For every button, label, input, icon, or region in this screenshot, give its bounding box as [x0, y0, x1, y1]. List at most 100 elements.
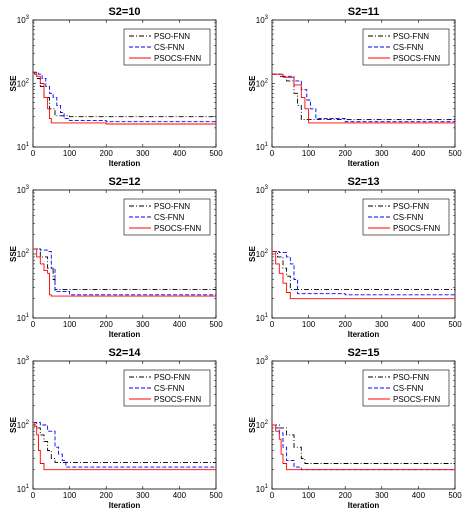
x-tick-label: 500 — [209, 149, 223, 158]
x-tick-label: 0 — [270, 149, 275, 158]
x-tick-label: 200 — [339, 491, 353, 500]
y-tick-label: 101 — [256, 484, 269, 494]
x-tick-label: 200 — [100, 491, 114, 500]
y-tick-exponent: 2 — [26, 249, 30, 255]
legend-label: CS-FNN — [154, 43, 184, 52]
x-axis-label: Iteration — [109, 159, 141, 168]
legend: PSO-FNN CS-FNN PSOCS-FNN — [362, 28, 450, 66]
legend-label: PSOCS-FNN — [154, 54, 201, 63]
y-tick-base: 10 — [17, 186, 26, 195]
chart-title: S2=12 — [108, 176, 140, 188]
y-tick-label: 103 — [256, 356, 269, 366]
x-tick-label: 0 — [31, 320, 36, 329]
x-tick-label: 500 — [448, 149, 462, 158]
legend-label: PSOCS-FNN — [393, 54, 440, 63]
series-line-cs-fnn — [33, 248, 217, 297]
x-tick-label: 0 — [270, 320, 275, 329]
y-tick-base: 10 — [17, 421, 26, 430]
x-tick-label: 300 — [375, 149, 389, 158]
y-tick-exponent: 2 — [265, 79, 269, 85]
chart-title: S2=14 — [108, 347, 141, 359]
x-tick-label: 500 — [209, 320, 223, 329]
x-tick-label: 0 — [270, 491, 275, 500]
y-tick-exponent: 2 — [265, 249, 269, 255]
chart-panel-3: S2=120 100 200 300 400 500101102103IterationS… — [9, 176, 223, 339]
series-line-psocs-fnn — [33, 248, 216, 297]
y-tick-exponent: 1 — [26, 313, 30, 319]
x-tick-label: 100 — [302, 149, 316, 158]
chart-panel-2: S2=110 100 200 300 400 500101102103IterationS… — [248, 6, 462, 168]
y-tick-label: 103 — [256, 185, 269, 195]
series-line-cs-fnn — [272, 424, 455, 471]
series-line-pso-fnn — [33, 421, 216, 463]
x-tick-label: 100 — [63, 149, 77, 158]
series-line-psocs-fnn — [272, 250, 455, 300]
y-tick-label: 101 — [256, 313, 269, 323]
series-line-psocs-fnn — [33, 71, 216, 125]
x-tick-label: 100 — [63, 491, 77, 500]
x-tick-label: 500 — [448, 491, 462, 500]
y-tick-label: 101 — [17, 484, 30, 494]
y-tick-label: 102 — [256, 79, 269, 89]
y-axis-label: SSE — [248, 245, 257, 262]
legend-label: PSO-FNN — [154, 32, 190, 41]
x-tick-label: 200 — [100, 149, 114, 158]
legend-label: PSOCS-FNN — [154, 224, 201, 233]
y-axis-label: SSE — [9, 75, 18, 92]
y-tick-label: 102 — [17, 79, 30, 89]
x-axis-label: Iteration — [348, 330, 380, 339]
x-tick-label: 300 — [375, 491, 389, 500]
y-tick-base: 10 — [17, 16, 26, 25]
x-tick-label: 500 — [209, 491, 223, 500]
x-axis-label: Iteration — [109, 501, 141, 510]
chart-panel-4: S2=130 100 200 300 400 500101102103IterationS… — [248, 176, 462, 339]
x-tick-label: 400 — [173, 149, 187, 158]
y-tick-base: 10 — [256, 250, 265, 259]
y-tick-base: 10 — [17, 80, 26, 89]
y-tick-label: 101 — [17, 313, 30, 323]
legend-label: CS-FNN — [393, 43, 423, 52]
y-tick-base: 10 — [17, 250, 26, 259]
x-tick-label: 300 — [136, 491, 150, 500]
x-tick-label: 500 — [448, 320, 462, 329]
y-tick-base: 10 — [17, 485, 26, 494]
y-tick-exponent: 3 — [265, 356, 269, 362]
chart-panel-1: S2=100 100 200 300 400 500101102103IterationS… — [9, 6, 223, 168]
y-tick-exponent: 1 — [26, 142, 30, 148]
series-line-cs-fnn — [272, 73, 455, 123]
y-axis-label: SSE — [248, 75, 257, 92]
y-tick-exponent: 3 — [26, 356, 30, 362]
x-tick-label: 400 — [412, 320, 426, 329]
x-axis-label: Iteration — [348, 501, 380, 510]
x-tick-label: 300 — [136, 320, 150, 329]
y-tick-exponent: 1 — [265, 484, 269, 490]
legend-label: PSOCS-FNN — [393, 395, 440, 404]
x-tick-label: 200 — [100, 320, 114, 329]
y-tick-exponent: 3 — [265, 185, 269, 191]
x-tick-label: 0 — [31, 149, 36, 158]
y-tick-base: 10 — [256, 80, 265, 89]
y-tick-label: 102 — [256, 249, 269, 259]
y-tick-base: 10 — [17, 357, 26, 366]
x-tick-label: 400 — [412, 149, 426, 158]
series-line-psocs-fnn — [272, 424, 455, 471]
y-tick-label: 101 — [256, 142, 269, 152]
y-tick-base: 10 — [17, 314, 26, 323]
legend-label: PSO-FNN — [393, 32, 429, 41]
x-tick-label: 200 — [339, 149, 353, 158]
legend-label: CS-FNN — [393, 213, 423, 222]
legend-label: CS-FNN — [154, 213, 184, 222]
x-tick-label: 400 — [173, 491, 187, 500]
legend-label: PSOCS-FNN — [393, 224, 440, 233]
y-tick-label: 102 — [256, 420, 269, 430]
y-axis-label: SSE — [9, 245, 18, 262]
legend: PSO-FNN CS-FNN PSOCS-FNN — [123, 369, 211, 407]
y-tick-exponent: 3 — [26, 185, 30, 191]
chart-title: S2=10 — [108, 6, 140, 18]
chart-title: S2=11 — [348, 6, 380, 18]
x-tick-label: 400 — [412, 491, 426, 500]
series-line-pso-fnn — [272, 250, 456, 291]
y-tick-exponent: 1 — [26, 484, 30, 490]
y-tick-exponent: 2 — [26, 420, 30, 426]
legend: PSO-FNN CS-FNN PSOCS-FNN — [123, 28, 211, 66]
